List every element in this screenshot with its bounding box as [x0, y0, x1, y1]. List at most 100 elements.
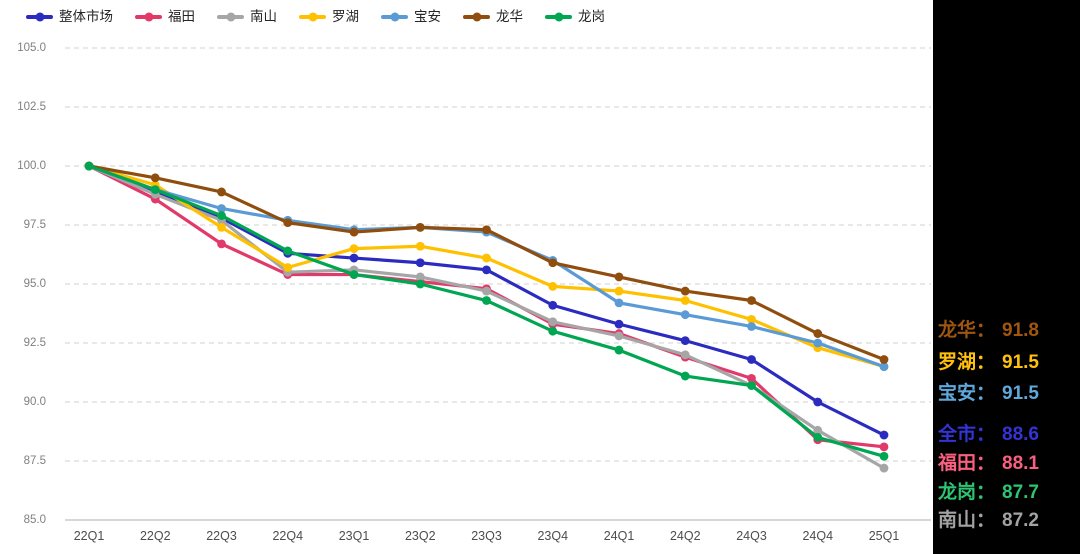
legend-item: 南山: [217, 10, 277, 24]
data-point-marker: [415, 222, 425, 232]
data-point-marker: [879, 362, 889, 371]
data-point-marker: [680, 286, 690, 296]
data-point-marker: [747, 355, 756, 364]
legend: 整体市场 福田 南山 罗湖 宝安 龙华 龙岗: [26, 10, 605, 24]
data-point-marker: [482, 225, 491, 235]
legend-item: 整体市场: [26, 10, 113, 24]
data-point-marker: [415, 258, 425, 268]
legend-item: 龙华: [463, 10, 523, 24]
panel-row-value: 87.7: [1002, 481, 1039, 503]
data-point-marker: [680, 296, 690, 305]
data-point-marker: [614, 298, 624, 308]
data-point-marker: [548, 326, 558, 336]
data-point-marker: [349, 270, 359, 279]
y-axis-tick-label: 105.0: [17, 42, 46, 54]
data-point-marker: [614, 319, 624, 329]
y-axis-tick-label: 92.5: [23, 337, 46, 349]
x-axis-tick-label: 24Q1: [603, 529, 635, 543]
panel-row-label: 南山：: [938, 510, 996, 532]
legend-line-dot-marker: [545, 12, 572, 22]
legend-line-dot-marker: [299, 12, 326, 22]
data-point-marker: [415, 272, 425, 282]
data-point-marker: [217, 204, 226, 213]
panel-row-value: 91.8: [1002, 320, 1039, 341]
data-point-marker: [548, 317, 558, 327]
data-point-marker: [150, 173, 160, 183]
panel-row-label: 罗湖：: [938, 351, 996, 373]
data-point-marker: [84, 161, 94, 171]
data-point-marker: [680, 371, 690, 381]
x-axis-tick-label: 23Q3: [471, 529, 502, 543]
x-axis-tick-label: 22Q4: [272, 529, 304, 543]
data-point-marker: [614, 345, 624, 355]
legend-label: 龙华: [496, 9, 523, 24]
x-axis-tick-label: 22Q3: [206, 529, 237, 543]
y-axis-tick-label: 95.0: [23, 278, 46, 290]
legend-line-dot-marker: [381, 12, 408, 22]
legend-line-dot-marker: [26, 12, 53, 22]
legend-label: 整体市场: [59, 9, 113, 24]
data-point-marker: [349, 253, 359, 263]
data-point-marker: [879, 451, 889, 461]
x-axis-tick-label: 25Q1: [868, 529, 900, 543]
legend-line-dot-marker: [217, 12, 244, 22]
legend-item: 福田: [135, 10, 195, 24]
data-point-marker: [747, 381, 756, 390]
data-point-marker: [217, 211, 226, 220]
panel-value-row: 全市： 88.6: [938, 419, 1039, 446]
data-point-marker: [813, 397, 823, 407]
data-point-marker: [482, 253, 491, 263]
legend-label: 南山: [250, 9, 277, 24]
legend-label: 罗湖: [332, 9, 359, 24]
data-point-marker: [614, 272, 624, 282]
panel-value-row: 罗湖： 91.5: [938, 347, 1039, 374]
panel-row-value: 88.1: [1002, 452, 1039, 474]
data-point-marker: [813, 329, 823, 338]
y-axis-tick-label: 85.0: [23, 514, 46, 526]
legend-label: 福田: [168, 9, 195, 24]
y-axis-tick-label: 100.0: [17, 160, 46, 172]
data-point-marker: [813, 425, 823, 435]
y-axis-tick-label: 97.5: [23, 219, 46, 231]
panel-row-value: 87.2: [1002, 510, 1039, 532]
data-point-marker: [217, 239, 226, 249]
x-axis-tick-label: 23Q2: [404, 529, 436, 543]
panel-row-label: 龙岗：: [938, 481, 996, 503]
panel-row-value: 91.5: [1002, 383, 1039, 404]
data-point-marker: [879, 430, 889, 440]
data-point-marker: [283, 218, 293, 228]
data-point-marker: [813, 338, 823, 348]
data-point-marker: [680, 310, 690, 320]
panel-value-row: 福田： 88.1: [938, 448, 1039, 475]
data-point-marker: [283, 263, 293, 272]
data-point-marker: [747, 322, 756, 331]
panel-row-value: 88.6: [1002, 424, 1039, 445]
series-line: [87, 164, 886, 458]
data-point-marker: [349, 227, 359, 237]
x-axis-tick-label: 24Q2: [669, 529, 701, 543]
data-point-marker: [879, 442, 889, 452]
data-point-marker: [680, 350, 690, 360]
x-axis-tick-label: 23Q1: [338, 529, 370, 543]
data-point-marker: [747, 315, 756, 324]
panel-row-label: 宝安：: [938, 383, 996, 404]
data-point-marker: [150, 185, 160, 195]
y-axis-tick-label: 87.5: [23, 455, 46, 467]
x-axis-tick-label: 24Q4: [802, 529, 834, 543]
x-axis-tick-label: 23Q4: [537, 529, 569, 543]
data-point-marker: [747, 374, 756, 383]
legend-item: 罗湖: [299, 10, 359, 24]
legend-item: 龙岗: [545, 10, 605, 24]
data-point-marker: [879, 463, 889, 473]
data-point-marker: [879, 355, 889, 364]
data-point-marker: [283, 246, 293, 256]
panel-row-label: 全市：: [938, 424, 996, 445]
legend-item: 宝安: [381, 10, 441, 24]
legend-label: 宝安: [414, 9, 441, 24]
data-point-marker: [482, 286, 491, 296]
data-point-marker: [747, 296, 756, 305]
data-point-marker: [548, 258, 558, 268]
data-point-marker: [217, 222, 226, 232]
